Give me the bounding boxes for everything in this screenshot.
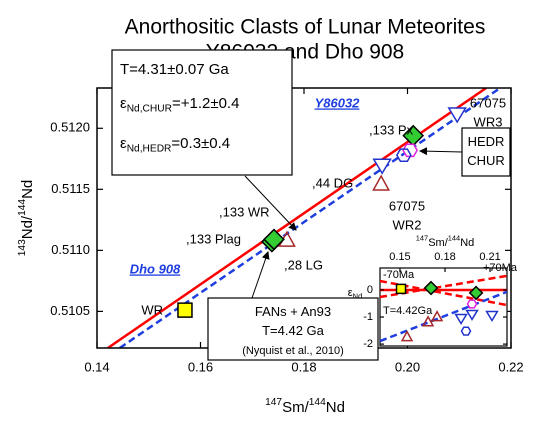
data-point — [423, 280, 439, 296]
x-tick-label: 0.16 — [188, 359, 213, 374]
annotation-box — [461, 127, 511, 177]
data-point — [430, 310, 444, 322]
inset-frame — [379, 267, 508, 347]
x-tick-label: 0.18 — [434, 251, 455, 263]
y-tick-label: -2 — [363, 338, 373, 350]
annotation-text: FANs + An93 — [255, 304, 331, 319]
text-part: T=4.31±0.07 Ga — [120, 61, 229, 78]
annotation-box — [111, 49, 293, 176]
y-tick-label: 0.5105 — [50, 303, 90, 318]
data-point — [460, 326, 472, 336]
annotation-text: CHUR — [467, 153, 505, 168]
text-part: 144 — [309, 397, 326, 408]
data-point — [372, 174, 391, 191]
point-label: ,44 DG — [312, 175, 353, 190]
data-point — [466, 299, 478, 309]
chart-title: Anorthositic Clasts of Lunar Meteorites — [125, 16, 486, 39]
text-part: 147 — [265, 397, 282, 408]
text-part: 143 — [17, 239, 28, 256]
annotation-text: εNd,HEDR=0.3±0.4 — [120, 135, 230, 154]
text-part: ε — [120, 135, 127, 152]
isochron-lines — [107, 88, 501, 348]
data-point — [465, 309, 479, 321]
annotation-text: T=4.31±0.07 Ga — [120, 61, 229, 78]
text-part: FANs + An93 — [255, 304, 331, 319]
x-tick-label: 0.20 — [395, 359, 420, 374]
x-tick-label: 0.18 — [291, 359, 316, 374]
text-part: ε — [348, 287, 353, 299]
point-label: 67075 — [470, 95, 506, 110]
x-tick-label: 0.22 — [498, 359, 523, 374]
text-part: Nd — [19, 180, 36, 199]
text-part: Nd — [326, 399, 345, 416]
point-label: ,28 LG — [284, 257, 323, 272]
text-part: Nd,CHUR — [127, 103, 172, 114]
line-label: -70Ma — [383, 269, 415, 281]
arrow — [251, 251, 270, 299]
data-point — [485, 310, 499, 322]
arrow — [244, 175, 297, 231]
text-part: CHUR — [467, 153, 505, 168]
y-axis-label: εNd — [348, 287, 362, 300]
annotation-text: εNd,CHUR=+1.2±0.4 — [120, 95, 239, 114]
point-label: 67075 — [389, 198, 425, 213]
data-point — [372, 158, 392, 175]
point-label: ,133 Plag — [186, 231, 241, 246]
text-part: =+1.2±0.4 — [172, 95, 239, 112]
isochron-line — [107, 88, 487, 348]
isochron-line — [380, 290, 507, 343]
line-label: T=4.42Ga — [383, 305, 433, 317]
text-part: =0.3±0.4 — [171, 135, 230, 152]
text-part: 144 — [448, 234, 460, 243]
point-label: WR2 — [393, 217, 422, 232]
y-tick-label: 0.5115 — [51, 181, 90, 196]
y-tick-label: -1 — [363, 311, 373, 323]
line-label: Y86032 — [315, 95, 361, 110]
y-axis-label: 143Nd/144Nd — [17, 180, 36, 257]
x-tick-label: 0.21 — [479, 251, 500, 263]
x-tick-label: 0.14 — [84, 359, 109, 374]
text-part: Sm/ — [282, 399, 310, 416]
arrow — [419, 147, 463, 156]
text-part: Nd — [460, 237, 474, 249]
text-part: Nd — [353, 291, 363, 300]
y-tick-label: 0.5120 — [50, 120, 90, 135]
text-part: ε — [120, 95, 127, 112]
data-point — [396, 148, 412, 162]
text-part: Nd,HEDR — [127, 143, 172, 154]
data-point — [421, 315, 435, 327]
x-axis-label: 147Sm/144Nd — [265, 397, 345, 416]
data-point — [454, 313, 468, 325]
text-part: Sm/ — [428, 237, 449, 249]
annotation-text: (Nyquist et al., 2010) — [242, 345, 344, 357]
line-label: +70Ma — [483, 262, 518, 274]
point-label: WR3 — [474, 114, 503, 129]
point-label: ,133 Px — [369, 122, 414, 137]
line-label: Dho 908 — [130, 261, 181, 276]
y-tick-label: 0 — [367, 284, 373, 296]
data-point — [395, 283, 407, 295]
data-point — [400, 330, 414, 342]
data-point — [402, 143, 418, 158]
text-part: (Nyquist et al., 2010) — [242, 345, 344, 357]
y-tick-label: 0.5110 — [51, 242, 90, 257]
annotation-box — [207, 297, 379, 361]
data-point — [177, 302, 193, 318]
text-part: T=4.42 Ga — [262, 323, 325, 338]
text-part: Nd/ — [19, 215, 36, 239]
annotation-text: T=4.42 Ga — [262, 323, 325, 338]
text-part: 147 — [416, 234, 428, 243]
point-label: WR — [141, 302, 163, 317]
text-part: HEDR — [468, 134, 505, 149]
chart-content: 0.14 0.16 0.18 0.20 0.22 0.5105 0.5110 0.5115 0.… — [17, 49, 524, 416]
point-label: ,133 WR — [219, 204, 270, 219]
data-point — [468, 285, 484, 301]
data-point — [447, 107, 467, 124]
x-tick-label: 0.15 — [389, 251, 410, 263]
x-axis-label: 147Sm/144Nd — [416, 234, 475, 249]
text-part: 144 — [17, 199, 28, 216]
annotation-text: HEDR — [468, 134, 505, 149]
data-point — [263, 228, 285, 251]
